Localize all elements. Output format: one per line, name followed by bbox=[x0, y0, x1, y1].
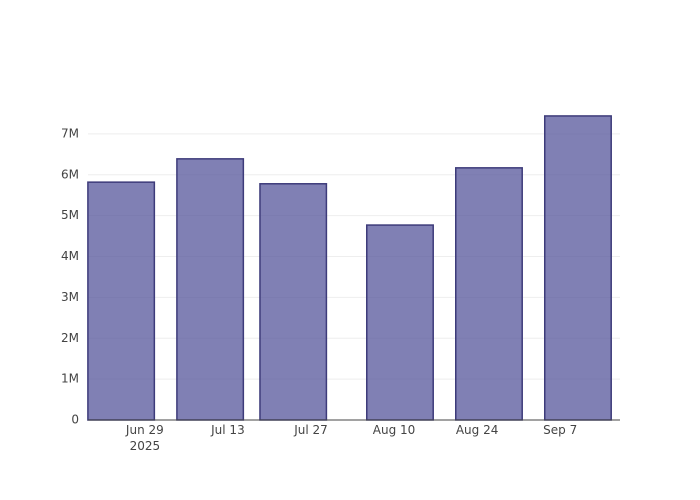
x-tick-label: Sep 7 bbox=[543, 423, 578, 437]
bar bbox=[366, 224, 434, 421]
x-tick-label: Jul 13 bbox=[211, 423, 245, 437]
y-tick-label: 6M bbox=[61, 167, 79, 181]
y-tick-label: 2M bbox=[61, 331, 79, 345]
x-tick-label: Aug 24 bbox=[455, 423, 499, 437]
y-tick-label: 3M bbox=[61, 290, 79, 304]
y-tick-label: 5M bbox=[61, 208, 79, 222]
y-tick-label: 1M bbox=[61, 372, 79, 386]
y-tick-label: 4M bbox=[61, 249, 79, 263]
x-tick-label: Jun 29 2025 bbox=[125, 423, 164, 453]
y-tick-label: 0 bbox=[71, 413, 79, 427]
bar bbox=[87, 181, 156, 421]
x-tick-label: Jul 27 bbox=[294, 423, 328, 437]
bar bbox=[543, 115, 612, 421]
bar bbox=[455, 167, 523, 421]
bar bbox=[176, 158, 245, 421]
bar bbox=[259, 183, 328, 421]
y-tick-label: 7M bbox=[61, 126, 79, 140]
x-tick-label: Aug 10 bbox=[372, 423, 416, 437]
